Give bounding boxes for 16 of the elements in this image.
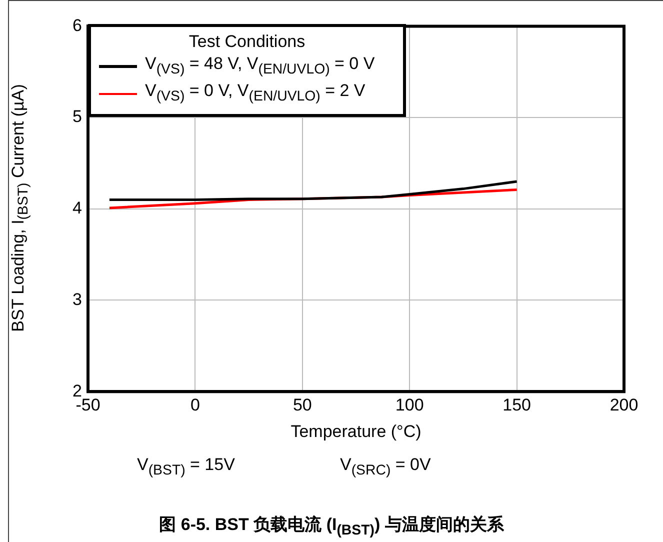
x-tick-label: 200 [610,395,638,414]
x-tick-label: 50 [292,395,312,414]
legend-label: V$_{(VS)}$ = 0 V, V$_{(EN/UVLO)}$ = 2 V [145,80,366,107]
x-tick-label: 0 [190,395,200,414]
y-tick-label: 5 [72,107,82,126]
legend-label: V$_{(VS)}$ = 48 V, V$_{(EN/UVLO)}$ = 0 V [145,53,375,80]
x-axis-title: Temperature (°C) [290,422,422,442]
y-tick-label: 4 [72,198,82,218]
x-tick-label: 100 [395,395,424,414]
text: 图 6-5. BST 负载电流 (I$_{(BST)}$) 与温度间的关系 [158,514,505,538]
y-tick-label: 6 [72,16,82,35]
x-tick-label: 150 [502,395,531,414]
y-tick-label: 3 [72,290,82,309]
text: V$_{(SRC)}$ = 0V [340,455,431,478]
text: V$_{(BST)}$ = 15V [137,455,235,478]
legend-title: Test Conditions [188,31,306,53]
